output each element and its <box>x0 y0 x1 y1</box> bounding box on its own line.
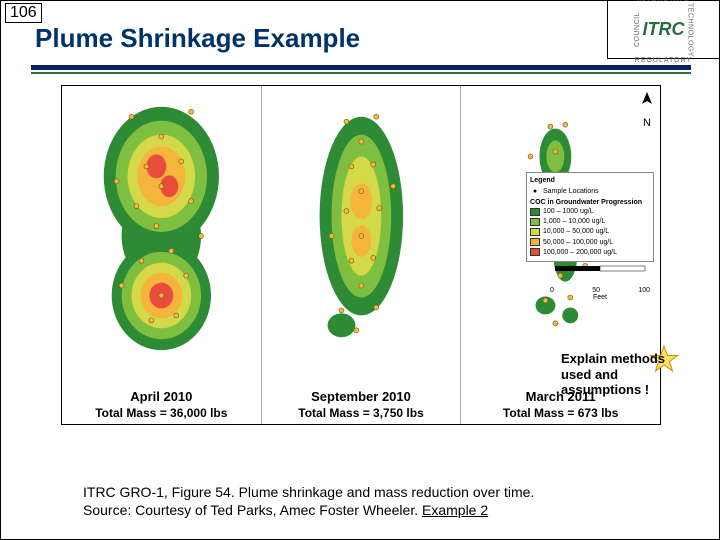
legend-group: COC in Groundwater Progression <box>530 198 650 207</box>
plume-large <box>62 86 261 362</box>
legend: Legend ●Sample Locations COC in Groundwa… <box>526 172 654 262</box>
panel-mass: Total Mass = 3,750 lbs <box>262 406 461 420</box>
figure-caption: ITRC GRO-1, Figure 54. Plume shrinkage a… <box>83 483 534 519</box>
panel-date: April 2010 <box>62 389 261 404</box>
legend-title: Legend <box>530 176 650 185</box>
caption-line2: Source: Courtesy of Ted Parks, Amec Fost… <box>83 501 534 519</box>
north-arrow: N <box>640 92 654 129</box>
caption-line1: ITRC GRO-1, Figure 54. Plume shrinkage a… <box>83 483 534 501</box>
itrc-logo: INTERSTATE COUNCIL ITRC TECHNOLOGY REGUL… <box>607 1 719 59</box>
logo-left-text: COUNCIL <box>634 12 641 47</box>
title-rule-secondary <box>31 72 691 74</box>
plume-medium <box>262 86 461 362</box>
panel-mass: Total Mass = 673 lbs <box>461 406 660 420</box>
legend-item: 1,000 – 10,000 ug/L <box>543 217 605 226</box>
title-rule-primary <box>31 65 691 70</box>
scale-bar: 0 50 100 Feet <box>550 264 650 301</box>
panel-date: September 2010 <box>262 389 461 404</box>
legend-item: 100 – 1000 ug/L <box>543 207 594 216</box>
north-label: N <box>640 117 654 129</box>
panel-mass: Total Mass = 36,000 lbs <box>62 406 261 420</box>
legend-item: 50,000 – 100,000 ug/L <box>543 238 613 247</box>
legend-item: 100,000 – 200,000 ug/L <box>543 248 617 257</box>
scale-0: 0 <box>550 287 554 294</box>
panel-april-2010: April 2010 Total Mass = 36,000 lbs <box>62 86 262 424</box>
legend-sample: Sample Locations <box>543 187 599 196</box>
scale-unit: Feet <box>550 294 650 301</box>
scale-right: 100 <box>638 287 650 294</box>
legend-item: 10,000 – 50,000 ug/L <box>543 227 609 236</box>
logo-center-text: ITRC <box>643 19 685 40</box>
panel-september-2010: September 2010 Total Mass = 3,750 lbs <box>262 86 462 424</box>
logo-right-text: TECHNOLOGY <box>687 3 694 57</box>
page-title: Plume Shrinkage Example <box>35 23 360 54</box>
callout-text: Explain methods used and assumptions ! <box>561 351 685 398</box>
caption-source: Source: Courtesy of Ted Parks, Amec Fost… <box>83 502 422 518</box>
logo-bottom-text: REGULATORY <box>635 57 692 64</box>
scale-mid: 50 <box>592 287 600 294</box>
page-number: 106 <box>5 3 42 23</box>
example-link[interactable]: Example 2 <box>422 502 488 518</box>
